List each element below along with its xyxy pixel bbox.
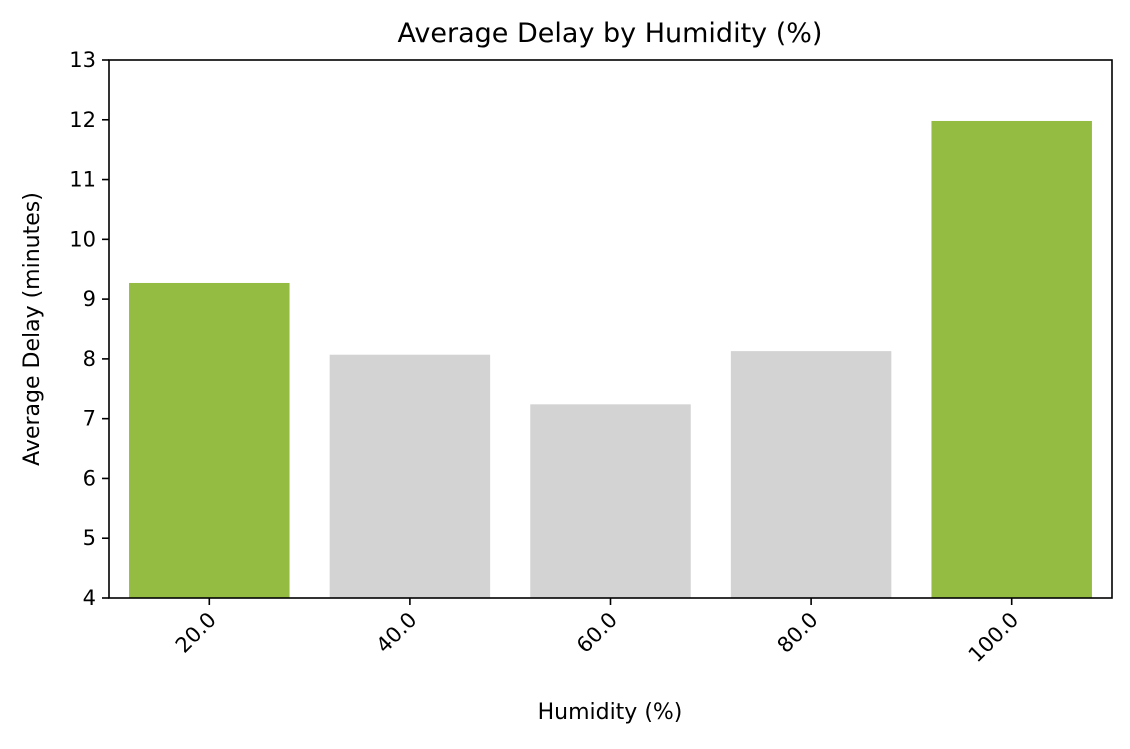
x-tick-label: 60.0 <box>572 608 622 658</box>
bars-layer <box>129 120 1092 599</box>
y-tick-label: 10 <box>69 227 96 251</box>
y-tick-label: 11 <box>69 168 96 192</box>
x-tick-label: 100.0 <box>964 608 1023 667</box>
y-axis: 4 5 6 7 8 9 10 11 12 13 <box>69 48 109 610</box>
y-tick-label: 7 <box>83 407 96 431</box>
chart-title: Average Delay by Humidity (%) <box>398 18 823 49</box>
y-tick-label: 13 <box>69 48 96 72</box>
bar-60.0 <box>530 404 691 598</box>
y-axis-label: Average Delay (minutes) <box>20 192 45 466</box>
bar-100.0 <box>931 120 1092 599</box>
y-tick-label: 4 <box>83 586 96 610</box>
bar-20.0 <box>129 282 290 598</box>
y-tick-label: 8 <box>83 347 96 371</box>
bar-80.0 <box>730 351 892 598</box>
x-tick-label: 20.0 <box>171 608 221 658</box>
x-tick-label: 40.0 <box>371 608 421 658</box>
x-axis: 20.0 40.0 60.0 80.0 100.0 <box>171 598 1023 667</box>
y-tick-label: 9 <box>83 287 96 311</box>
y-tick-label: 5 <box>83 526 96 550</box>
x-tick-label: 80.0 <box>773 608 823 658</box>
bar-40.0 <box>329 354 491 598</box>
y-tick-label: 6 <box>83 466 96 490</box>
y-tick-label: 12 <box>69 108 96 132</box>
x-axis-label: Humidity (%) <box>538 700 683 725</box>
